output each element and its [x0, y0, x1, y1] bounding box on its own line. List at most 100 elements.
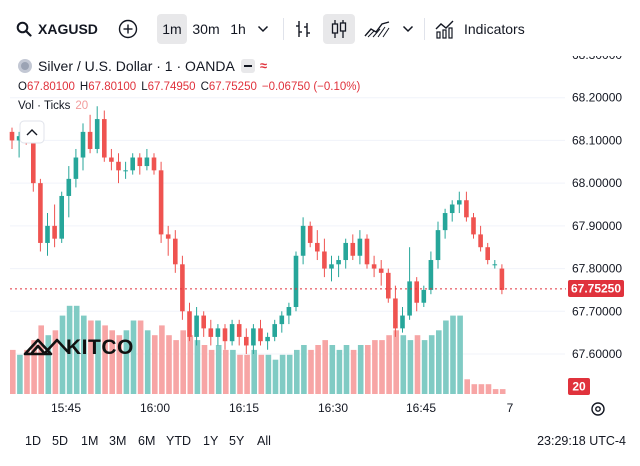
add-symbol-button[interactable]: [113, 14, 143, 44]
volume-bar: [215, 345, 222, 394]
candle-body: [357, 238, 363, 256]
range-1m-button[interactable]: 1M: [81, 434, 99, 448]
volume-bars: [10, 305, 506, 394]
price-axis[interactable]: 68.30000 68.20000 68.10000 68.00000 67.90000…: [572, 56, 622, 361]
time-tick-label: 16:45: [406, 401, 436, 415]
indicators-label: Indicators: [464, 21, 525, 37]
volume-bar: [492, 389, 499, 394]
interval-30m-button[interactable]: 30m: [192, 21, 220, 37]
price-chart[interactable]: 68.30000 68.20000 68.10000 68.00000 67.90000…: [0, 56, 640, 426]
volume-bar: [350, 349, 357, 394]
interval-dropdown-button[interactable]: [253, 14, 273, 44]
candle-body: [442, 213, 448, 231]
price-tick-label: 68.00000: [572, 176, 622, 190]
volume-bar: [400, 335, 407, 394]
compare-icon[interactable]: ≈: [259, 58, 267, 73]
candle-body: [208, 328, 214, 337]
chevron-down-icon: [257, 25, 269, 33]
chart-settings-button[interactable]: [591, 402, 605, 416]
volume-bar: [478, 384, 485, 394]
candles-button[interactable]: [323, 14, 355, 44]
volume-bar: [31, 340, 37, 394]
candle-body: [300, 225, 306, 256]
range-1y-button[interactable]: 1Y: [203, 434, 219, 448]
volume-bar: [144, 330, 151, 394]
volume-bar: [386, 335, 392, 394]
range-5d-button[interactable]: 5D: [52, 434, 68, 448]
candle-body: [215, 328, 221, 337]
candle-body: [87, 131, 93, 149]
interval-1h-button[interactable]: 1h: [230, 21, 246, 37]
hide-legend-button[interactable]: [240, 59, 255, 73]
volume-bar: [52, 330, 59, 394]
range-all-button[interactable]: All: [257, 434, 271, 448]
range-6m-button[interactable]: 6M: [138, 434, 156, 448]
candle-body: [38, 183, 43, 243]
high-value: 67.80100: [88, 81, 137, 93]
candle-body: [272, 324, 277, 337]
volume-bar: [499, 389, 506, 394]
chart-legend: Silver / U.S. Dollar · 1 · OANDA ≈ O 67.8…: [18, 56, 558, 115]
chart-type-dropdown-button[interactable]: [398, 14, 418, 44]
candle-body: [130, 157, 135, 171]
candle-body: [251, 328, 256, 346]
chevron-down-icon: [402, 25, 414, 33]
symbol-label: XAGUSD: [38, 21, 98, 37]
range-ytd-button[interactable]: YTD: [166, 434, 191, 448]
time-tick-label: 16:15: [229, 401, 259, 415]
candle-body: [194, 315, 199, 337]
volume-bar: [223, 349, 229, 394]
volume-bar: [102, 325, 108, 394]
collapse-legend-button[interactable]: [19, 120, 45, 144]
volume-bar: [130, 320, 137, 394]
bar-type-button[interactable]: [288, 14, 318, 44]
legend-ohlc-row: O 67.80100 H 67.80100 L 67.74950 C 67.75250 …: [18, 81, 361, 93]
candle-body: [414, 281, 419, 303]
range-3m-button[interactable]: 3M: [109, 434, 127, 448]
candlesticks: [9, 106, 505, 354]
time-tick-label: 16:00: [140, 401, 170, 415]
volume-bar: [294, 349, 300, 394]
area-chart-button[interactable]: [362, 14, 392, 44]
candle-body: [94, 119, 100, 149]
volume-bar: [443, 320, 449, 394]
volume-bar: [45, 335, 52, 394]
indicators-button[interactable]: Indicators: [434, 14, 534, 44]
legend-title-row: Silver / U.S. Dollar · 1 · OANDA ≈: [18, 56, 558, 76]
range-5y-button[interactable]: 5Y: [229, 434, 245, 448]
last-price-badge: 67.75250: [568, 280, 624, 297]
volume-bar: [187, 335, 194, 394]
candle-body: [343, 242, 348, 261]
candle-body: [286, 307, 292, 316]
legend-volume-row: Vol · Ticks 20: [18, 97, 558, 115]
bottom-toolbar: 1D 5D 1M 3M 6M YTD 1Y 5Y All 23:29:18 UT…: [0, 428, 640, 458]
range-1d-button[interactable]: 1D: [25, 434, 41, 448]
candle-body: [393, 298, 398, 329]
interval-1m-button[interactable]: 1m: [157, 14, 187, 44]
volume-label: Vol · Ticks: [18, 100, 71, 112]
candle-body: [421, 289, 427, 303]
candle-body: [201, 315, 206, 329]
candle-body: [293, 255, 299, 308]
volume-bar: [286, 354, 293, 394]
price-tick-label: 67.60000: [572, 347, 622, 361]
candle-body: [258, 328, 263, 342]
candle-body: [66, 178, 72, 196]
volume-value: 20: [75, 100, 89, 112]
candle-body: [279, 315, 285, 325]
volume-bar: [450, 315, 456, 394]
volume-bar: [457, 315, 463, 394]
volume-bar: [95, 320, 101, 394]
time-axis[interactable]: 15:45 16:00 16:15 16:30 16:45 7: [51, 401, 514, 415]
symbol-search-button[interactable]: XAGUSD: [8, 14, 98, 44]
utc-clock[interactable]: 23:29:18 UTC-4: [537, 434, 626, 448]
close-value: 67.75250: [208, 81, 257, 93]
volume-bar: [59, 315, 66, 394]
volume-bar: [66, 305, 73, 394]
volume-bar: [436, 330, 442, 394]
volume-bar: [237, 354, 243, 394]
volume-bar: [137, 320, 144, 394]
symbol-logo: [18, 59, 32, 73]
area-icon: [364, 21, 390, 38]
low-value: 67.74950: [147, 81, 196, 93]
